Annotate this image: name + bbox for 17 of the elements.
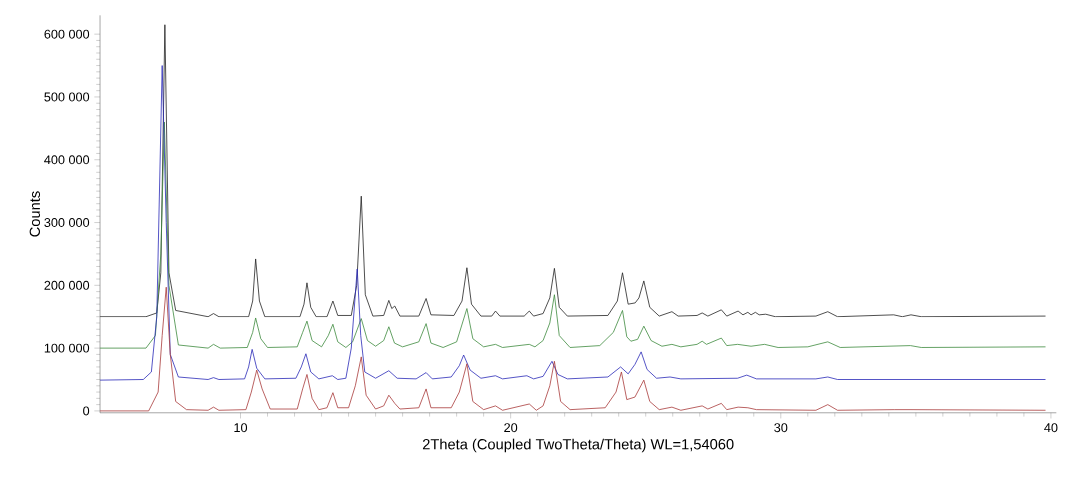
y-tick-label: 300 000 <box>44 217 90 227</box>
line-series <box>100 286 1046 412</box>
y-tick-label: 100 000 <box>44 343 90 353</box>
x-tick-label: 40 <box>1044 423 1058 433</box>
line-series <box>100 24 1046 318</box>
x-tick-label: 10 <box>234 423 248 433</box>
y-tick-label: 600 000 <box>44 29 90 39</box>
line-series <box>100 65 1046 381</box>
x-tick-label: 20 <box>504 423 518 433</box>
y-tick-label: 0 <box>83 406 90 416</box>
line-series <box>100 121 1046 349</box>
y-axis-title: Counts <box>29 191 41 237</box>
y-tick-label: 200 000 <box>44 280 90 290</box>
x-axis-title: 2Theta (Coupled TwoTheta/Theta) WL=1,54060 <box>422 438 734 453</box>
y-tick-label: 500 000 <box>44 92 90 102</box>
y-tick-label: 400 000 <box>44 155 90 165</box>
x-tick-label: 30 <box>774 423 788 433</box>
